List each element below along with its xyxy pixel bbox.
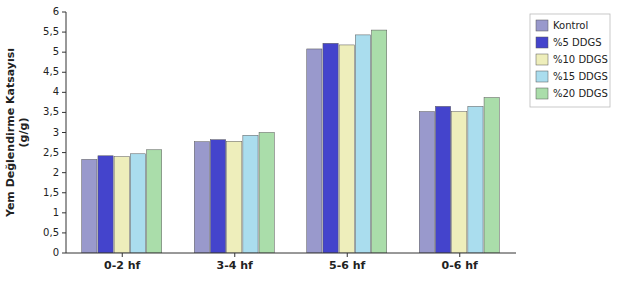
y-tick	[62, 212, 66, 213]
bar	[147, 150, 162, 253]
y-tick-label: 5,5	[43, 26, 59, 37]
x-tick	[234, 253, 235, 257]
legend-frame	[530, 14, 610, 107]
legend-swatch	[536, 20, 548, 31]
y-tick	[62, 52, 66, 53]
bar	[307, 49, 322, 253]
y-tick	[62, 152, 66, 153]
bar	[243, 135, 258, 253]
y-tick-label: 0	[53, 247, 59, 258]
bar	[194, 142, 209, 253]
y-tick	[62, 12, 66, 13]
y-tick	[62, 32, 66, 33]
y-tick-label: 3,5	[43, 106, 59, 117]
y-tick-label: 6	[53, 6, 59, 17]
y-tick	[62, 112, 66, 113]
x-tick-label: 3-4 hf	[217, 259, 254, 272]
y-axis-label-line: Yem Değlendirme Katsayısı	[4, 48, 17, 218]
y-tick	[62, 172, 66, 173]
bars	[82, 30, 500, 253]
x-tick-label: 5-6 hf	[329, 259, 366, 272]
bar	[227, 141, 242, 253]
y-tick	[62, 253, 66, 254]
bar	[82, 159, 97, 253]
bar	[484, 98, 499, 253]
y-tick-label: 0,5	[43, 227, 59, 238]
legend-label: %10 DDGS	[553, 54, 608, 65]
y-tick-label: 4	[53, 86, 59, 97]
bar	[130, 154, 145, 253]
y-tick-label: 3	[53, 127, 59, 138]
y-tick	[62, 92, 66, 93]
legend-label: %20 DDGS	[553, 88, 608, 99]
bar	[452, 112, 467, 253]
bar	[323, 43, 338, 253]
bar	[372, 30, 387, 253]
x-tick	[122, 253, 123, 257]
y-tick-label: 2	[53, 167, 59, 178]
x-tick	[459, 253, 460, 257]
legend-swatch	[536, 37, 548, 48]
legend-swatch	[536, 71, 548, 82]
legend: Kontrol %5 DDGS %10 DDGS %15 DDGS %20 DDGS	[530, 14, 610, 107]
y-tick-label: 4,5	[43, 66, 59, 77]
bar	[468, 106, 483, 253]
legend-swatch	[536, 88, 548, 99]
legend-label: %5 DDGS	[553, 37, 602, 48]
y-axis-label: Yem Değlendirme Katsayısı(g/g)	[4, 48, 30, 218]
bar	[435, 106, 450, 253]
x-tick-label: 0-6 hf	[442, 259, 479, 272]
x-tick	[347, 253, 348, 257]
y-axis-label-line: (g/g)	[17, 118, 30, 148]
legend-label: %15 DDGS	[553, 71, 608, 82]
y-tick-label: 1	[53, 207, 59, 218]
bar	[114, 157, 129, 253]
bar	[339, 45, 354, 253]
bar	[259, 133, 274, 254]
y-tick	[62, 192, 66, 193]
bar	[419, 112, 434, 253]
legend-swatch	[536, 54, 548, 65]
chart: 0 0,5 1 1,5 2 2,5 3 3,5 4 4,5 5 5,5 6 0-2 hf 3-4 hf 5-6…	[0, 0, 628, 281]
bar	[355, 35, 370, 253]
y-tick	[62, 132, 66, 133]
y-tick	[62, 72, 66, 73]
bar	[98, 156, 113, 253]
y-tick-label: 1,5	[43, 187, 59, 198]
y-tick	[62, 232, 66, 233]
bar	[210, 140, 225, 253]
x-axis-line	[66, 253, 516, 254]
y-tick-label: 2,5	[43, 147, 59, 158]
x-tick-label: 0-2 hf	[104, 259, 141, 272]
legend-label: Kontrol	[553, 20, 588, 31]
y-tick-label: 5	[53, 46, 59, 57]
axes: 0 0,5 1 1,5 2 2,5 3 3,5 4 4,5 5 5,5 6 0-2 hf 3-4 hf 5-6…	[43, 6, 516, 272]
